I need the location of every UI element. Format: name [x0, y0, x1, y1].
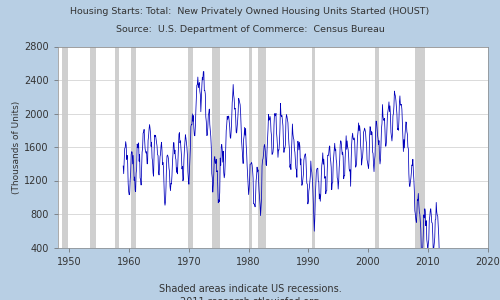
Bar [188, 46, 194, 247]
Bar [248, 46, 252, 247]
Bar [90, 46, 96, 247]
Bar [131, 46, 136, 247]
Text: 2011 research.stlouisfed.org: 2011 research.stlouisfed.org [180, 297, 320, 300]
Bar [375, 46, 379, 247]
Text: Housing Starts: Total:  New Privately Owned Housing Units Started (HOUST): Housing Starts: Total: New Privately Own… [70, 8, 430, 16]
Text: Source:  U.S. Department of Commerce:  Census Bureau: Source: U.S. Department of Commerce: Cen… [116, 26, 384, 34]
Text: Shaded areas indicate US recessions.: Shaded areas indicate US recessions. [158, 284, 342, 293]
Bar [312, 46, 316, 247]
Bar [114, 46, 119, 247]
Bar [258, 46, 266, 247]
Bar [62, 46, 68, 247]
Y-axis label: (Thousands of Units): (Thousands of Units) [12, 100, 21, 194]
Bar [212, 46, 220, 247]
Bar [416, 46, 425, 247]
